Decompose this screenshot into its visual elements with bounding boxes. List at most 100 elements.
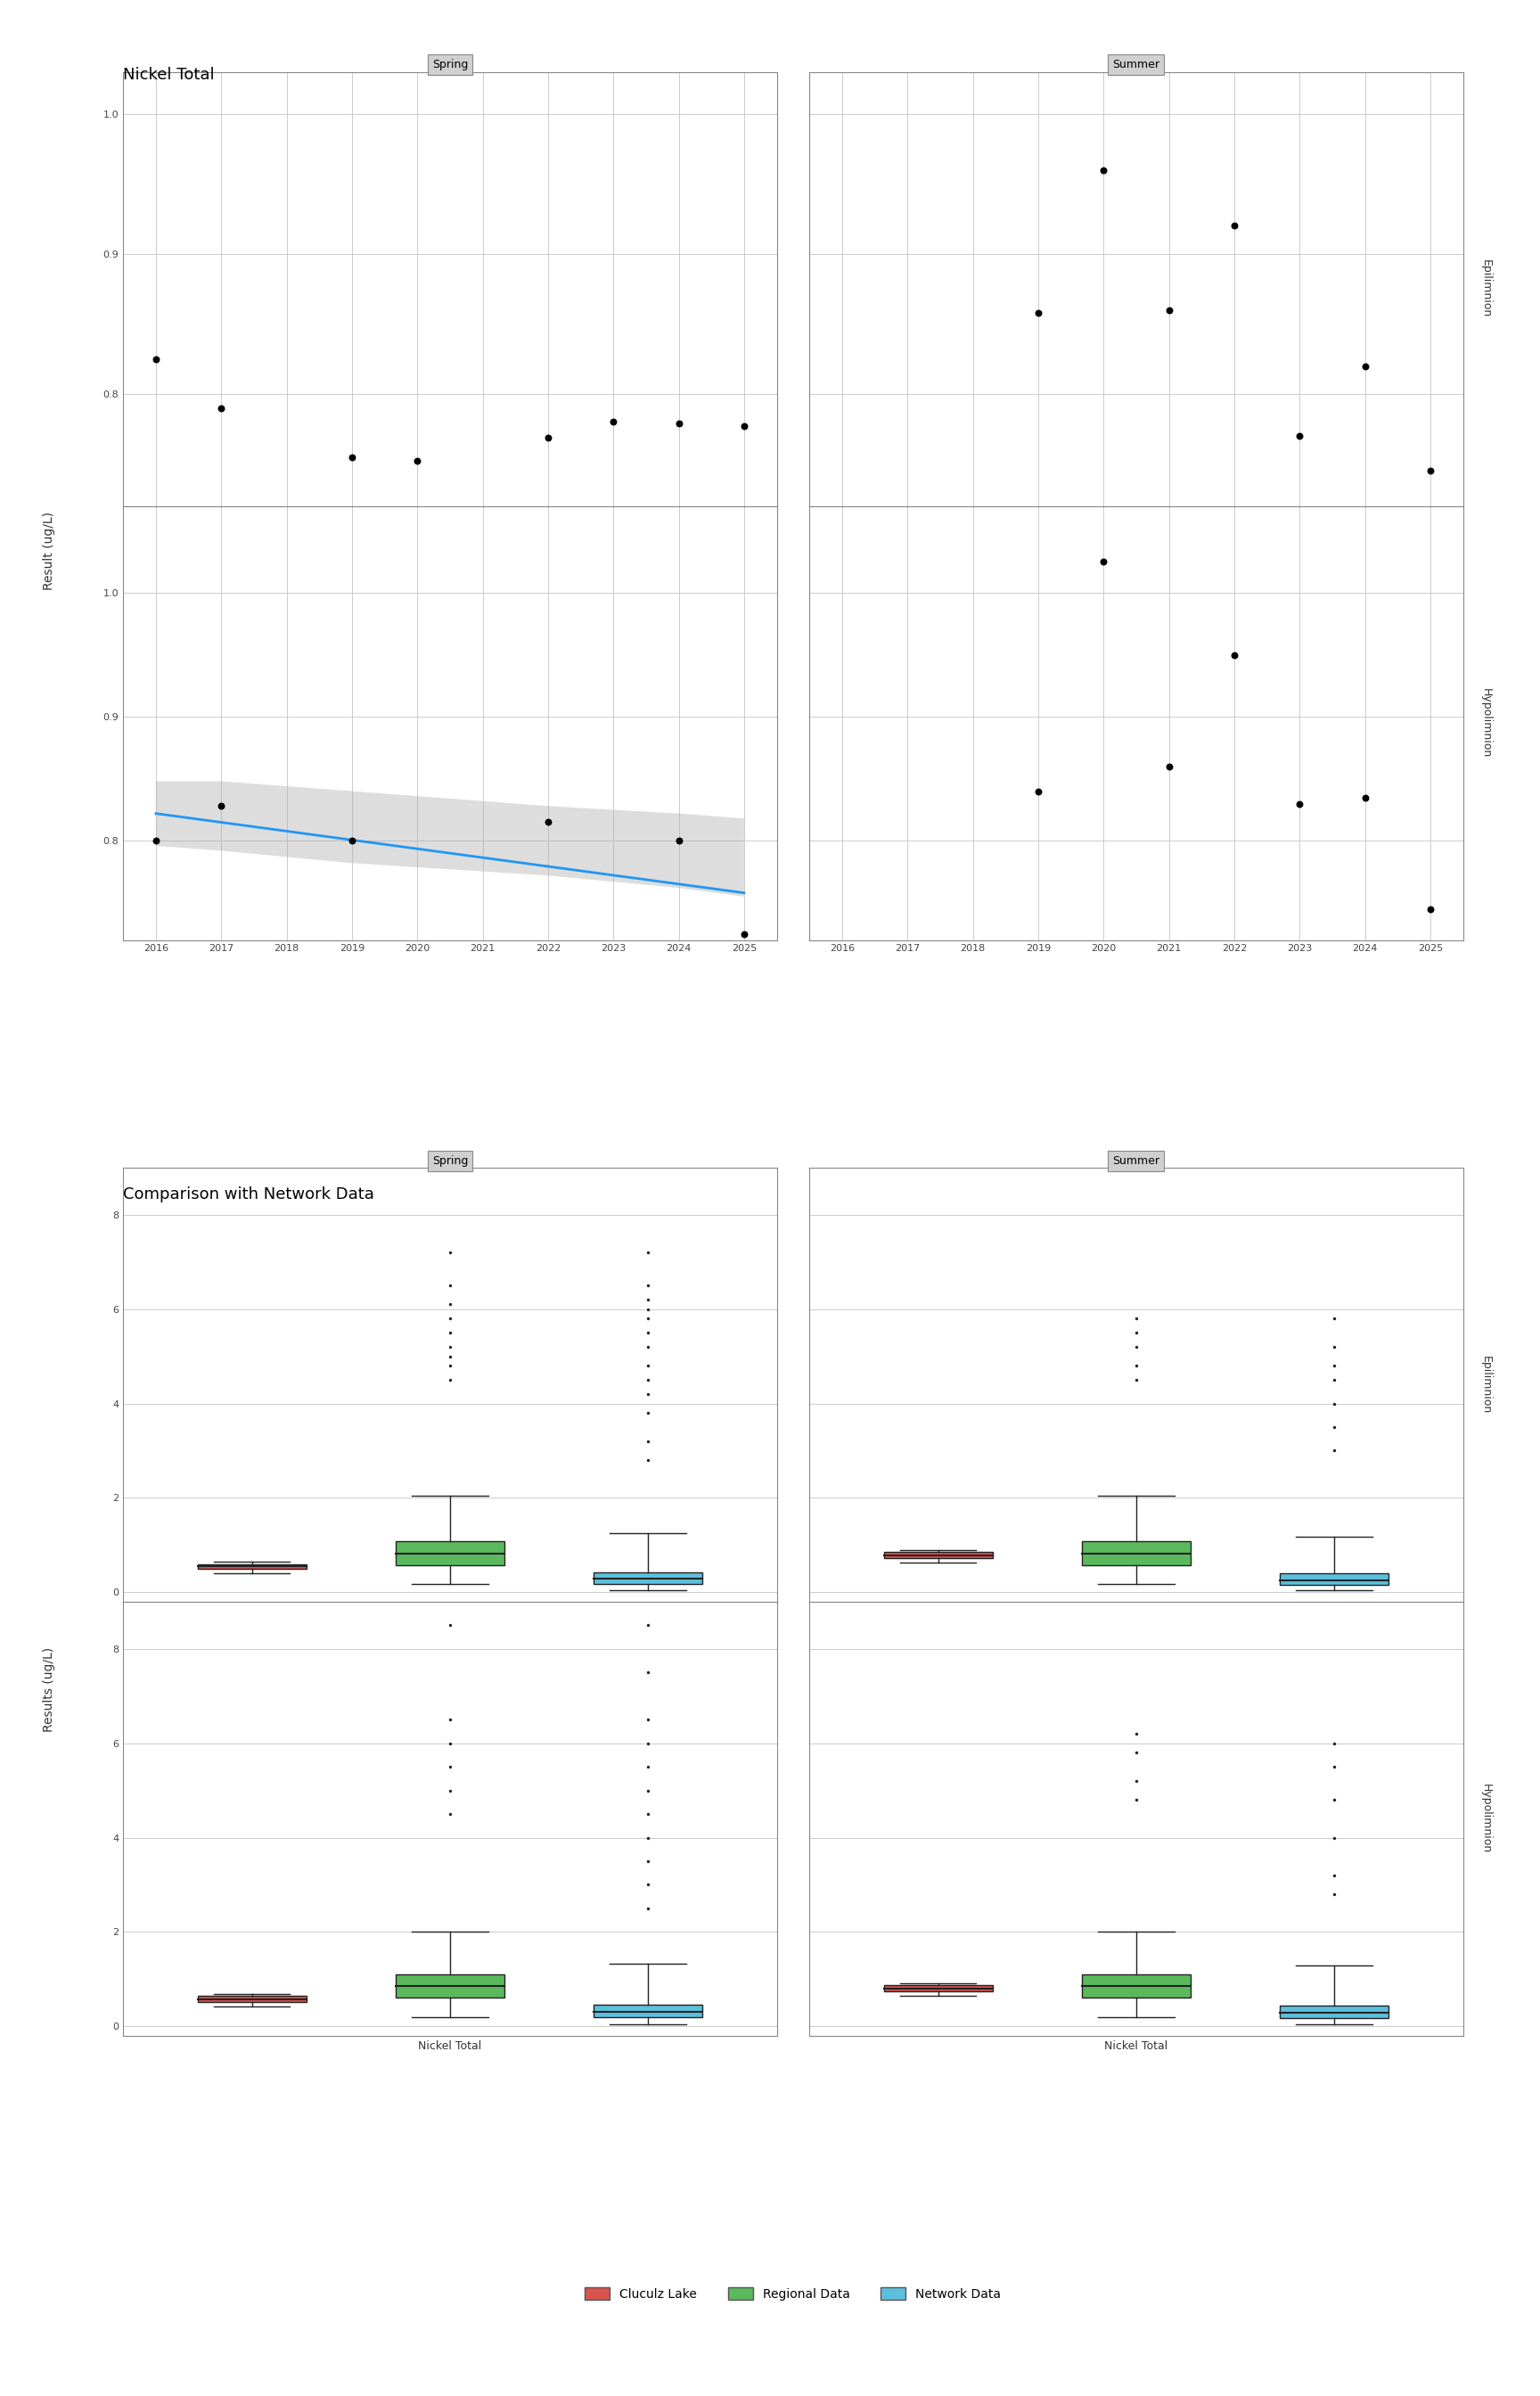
Point xyxy=(209,786,234,824)
Point xyxy=(1321,1361,1346,1399)
Y-axis label: Hypolimnion: Hypolimnion xyxy=(1480,688,1492,757)
Point xyxy=(437,1747,462,1785)
Point xyxy=(1157,290,1181,328)
Point xyxy=(636,1701,661,1739)
Point xyxy=(636,1234,661,1272)
Point xyxy=(636,1279,661,1318)
Point xyxy=(437,1771,462,1809)
Point xyxy=(437,1701,462,1739)
Point xyxy=(732,915,756,954)
Bar xyxy=(884,1553,993,1557)
Point xyxy=(437,1795,462,1833)
Point xyxy=(636,1795,661,1833)
Point xyxy=(732,407,756,446)
Point xyxy=(1124,1347,1149,1385)
Point xyxy=(536,803,561,841)
Point xyxy=(636,1423,661,1462)
Polygon shape xyxy=(156,781,744,896)
Legend: Cluculz Lake, Regional Data, Network Data: Cluculz Lake, Regional Data, Network Dat… xyxy=(581,2281,1006,2305)
Bar xyxy=(396,1974,505,1998)
Title: Summer: Summer xyxy=(1112,1155,1160,1167)
Y-axis label: Epilimnion: Epilimnion xyxy=(1480,1356,1492,1414)
Title: Spring: Spring xyxy=(433,1155,468,1167)
Point xyxy=(636,1605,661,1644)
Point xyxy=(636,1866,661,1905)
Point xyxy=(340,438,365,477)
Point xyxy=(1092,541,1117,580)
Point xyxy=(636,1313,661,1351)
Point xyxy=(1352,779,1377,817)
Bar xyxy=(396,1541,505,1565)
Point xyxy=(1026,772,1050,810)
Point xyxy=(437,1361,462,1399)
Point xyxy=(636,1347,661,1385)
Point xyxy=(636,1747,661,1785)
Bar xyxy=(1280,1574,1389,1584)
Point xyxy=(636,1440,661,1478)
Point xyxy=(1124,1327,1149,1366)
Point xyxy=(1321,1347,1346,1385)
Point xyxy=(1321,1385,1346,1423)
Point xyxy=(340,822,365,860)
Bar xyxy=(593,2005,702,2017)
Point xyxy=(1124,1780,1149,1819)
Point xyxy=(1124,1313,1149,1351)
Point xyxy=(1124,1716,1149,1754)
Point xyxy=(1124,1761,1149,1799)
Point xyxy=(1418,453,1443,491)
Point xyxy=(437,1327,462,1366)
Point xyxy=(1124,1361,1149,1399)
Bar xyxy=(884,1986,993,1991)
Point xyxy=(437,1605,462,1644)
Point xyxy=(636,1361,661,1399)
Point xyxy=(1321,1857,1346,1895)
Point xyxy=(667,822,691,860)
Point xyxy=(667,405,691,443)
Point xyxy=(1287,783,1312,822)
Bar xyxy=(1081,1541,1190,1565)
Bar xyxy=(1280,2005,1389,2017)
Point xyxy=(636,1394,661,1433)
Point xyxy=(437,1267,462,1306)
Point xyxy=(143,822,168,860)
Point xyxy=(1321,1876,1346,1914)
Point xyxy=(1221,206,1246,244)
Point xyxy=(1221,635,1246,673)
Point xyxy=(636,1653,661,1692)
Point xyxy=(636,1843,661,1881)
Y-axis label: Epilimnion: Epilimnion xyxy=(1480,259,1492,319)
Point xyxy=(636,1888,661,1926)
Point xyxy=(636,1375,661,1414)
Point xyxy=(1321,1780,1346,1819)
Text: Nickel Total: Nickel Total xyxy=(123,67,214,84)
Bar xyxy=(1081,1974,1190,1998)
Bar xyxy=(593,1572,702,1584)
Text: Result (ug/L): Result (ug/L) xyxy=(43,513,55,589)
Bar xyxy=(197,1996,306,2001)
Point xyxy=(1321,1299,1346,1337)
Point xyxy=(1352,347,1377,386)
Point xyxy=(143,340,168,379)
Text: Results (ug/L): Results (ug/L) xyxy=(43,1646,55,1732)
Point xyxy=(601,403,625,441)
Point xyxy=(1321,1327,1346,1366)
Point xyxy=(437,1337,462,1375)
Point xyxy=(437,1299,462,1337)
Point xyxy=(437,1313,462,1351)
Point xyxy=(1026,295,1050,333)
Bar xyxy=(197,1565,306,1569)
Point xyxy=(1092,151,1117,189)
Title: Spring: Spring xyxy=(433,60,468,72)
Point xyxy=(1321,1819,1346,1857)
Point xyxy=(636,1327,661,1366)
Point xyxy=(1124,1299,1149,1337)
Point xyxy=(209,388,234,426)
Point xyxy=(636,1267,661,1306)
Point xyxy=(1418,889,1443,927)
Point xyxy=(437,1284,462,1323)
Y-axis label: Hypolimnion: Hypolimnion xyxy=(1480,1785,1492,1855)
Point xyxy=(437,1725,462,1763)
Point xyxy=(636,1725,661,1763)
Point xyxy=(1124,1732,1149,1771)
Point xyxy=(636,1819,661,1857)
